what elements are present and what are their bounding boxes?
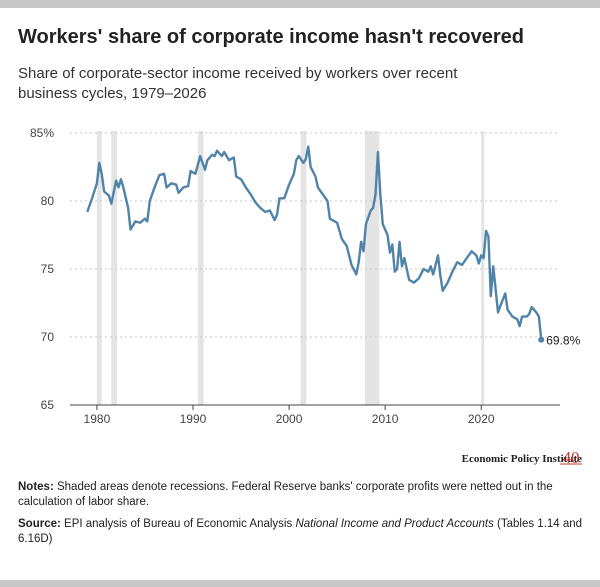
notes-line: Notes: Shaded areas denote recessions. F…	[18, 480, 584, 510]
recession-band	[111, 131, 118, 405]
y-tick-label: 70	[41, 330, 55, 344]
source-line: Source: EPI analysis of Bureau of Econom…	[18, 517, 584, 547]
end-label: 69.8%	[546, 334, 580, 348]
chart-title: Workers' share of corporate income hasn'…	[18, 26, 524, 48]
logo-badge: 40	[563, 448, 580, 467]
logo-text: Economic Policy Institute	[462, 453, 582, 465]
source-label: Source:	[18, 518, 61, 530]
notes-text: Shaded areas denote recessions. Federal …	[18, 481, 553, 508]
x-tick-label: 2000	[276, 412, 303, 426]
x-tick-label: 2010	[372, 412, 399, 426]
end-point	[538, 336, 545, 343]
recession-band	[481, 131, 485, 405]
x-tick-label: 2020	[468, 412, 495, 426]
recession-band	[300, 131, 307, 405]
notes: Notes: Shaded areas denote recessions. F…	[18, 480, 584, 554]
y-tick-label: 75	[41, 262, 55, 276]
x-tick-label: 1980	[84, 412, 111, 426]
subtitle-line: business cycles, 1979–2026	[18, 85, 206, 102]
y-tick-label: 80	[41, 194, 55, 208]
source-text: EPI analysis of Bureau of Economic Analy…	[64, 518, 293, 530]
y-tick-label: 65	[41, 398, 55, 412]
recession-band	[96, 131, 102, 405]
recession-band	[197, 131, 204, 405]
top-bar	[0, 0, 600, 8]
data-line	[86, 145, 543, 340]
bottom-bar	[0, 580, 600, 587]
source-italic: National Income and Product Accounts	[295, 518, 494, 530]
notes-label: Notes:	[18, 481, 54, 493]
chart-subtitle: Share of corporate-sector income receive…	[18, 65, 458, 102]
chart: Workers' share of corporate income hasn'…	[18, 26, 582, 467]
subtitle-line: Share of corporate-sector income receive…	[18, 65, 458, 82]
source-after: (Tables 1.14 and 6.16D)	[18, 518, 583, 545]
y-tick-label: 85%	[30, 126, 54, 140]
x-tick-label: 1990	[180, 412, 207, 426]
